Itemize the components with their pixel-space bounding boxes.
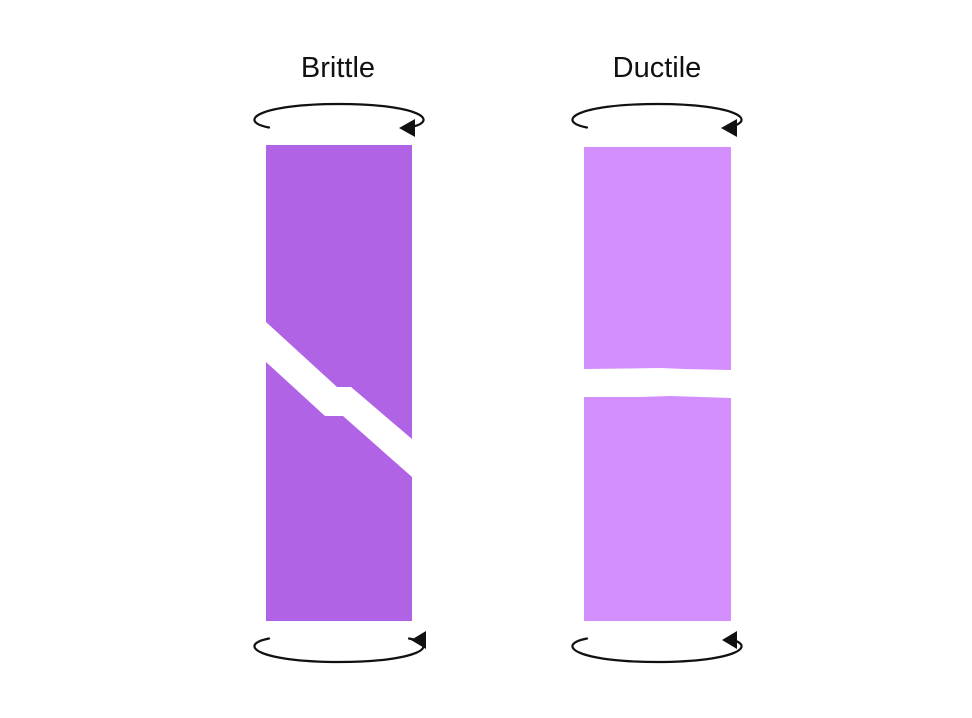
ductile-label: Ductile	[613, 52, 702, 84]
ductile-upper-piece	[584, 147, 731, 370]
ductile-bottom-rotation-arrow-icon	[571, 631, 743, 664]
brittle-lower-piece	[266, 362, 412, 621]
brittle-specimen: Brittle	[253, 52, 426, 664]
brittle-top-rotation-arrow-icon	[253, 102, 425, 137]
ductile-specimen: Ductile	[571, 52, 743, 664]
ductile-lower-piece	[584, 396, 731, 621]
ductile-top-rotation-arrow-icon	[571, 102, 743, 137]
brittle-bottom-rotation-arrow-icon	[253, 631, 426, 664]
brittle-upper-piece	[266, 145, 412, 439]
brittle-label: Brittle	[301, 52, 375, 84]
